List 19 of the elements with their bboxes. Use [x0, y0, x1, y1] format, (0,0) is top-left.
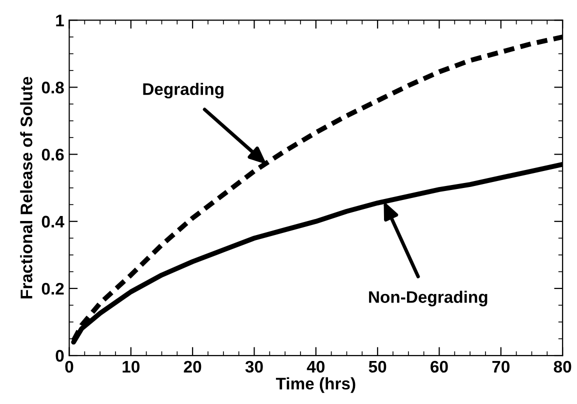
y-tick-label: 1 — [56, 14, 64, 26]
x-tick-label: 40 — [306, 360, 324, 373]
x-tick-label: 10 — [122, 360, 140, 373]
y-axis-title: Fractional Release of Solute — [20, 76, 32, 298]
y-tick-label: 0 — [56, 350, 64, 362]
x-tick-label: 50 — [368, 360, 386, 373]
annotation: Degrading — [143, 82, 224, 98]
x-tick-label: 70 — [492, 360, 510, 373]
y-tick-label: 0.4 — [42, 216, 64, 228]
x-tick-label: 30 — [245, 360, 263, 373]
y-tick-label: 0.2 — [42, 282, 64, 295]
y-tick-label: 0.6 — [42, 148, 64, 161]
y-tick-label: 0.8 — [42, 82, 64, 94]
x-axis-title: Time (hrs) — [276, 377, 356, 393]
annotation: Non-Degrading — [369, 290, 488, 306]
x-tick-label: 0 — [65, 360, 74, 373]
x-tick-label: 20 — [184, 360, 202, 373]
x-tick-label: 60 — [430, 360, 448, 373]
x-tick-label: 80 — [554, 360, 572, 373]
